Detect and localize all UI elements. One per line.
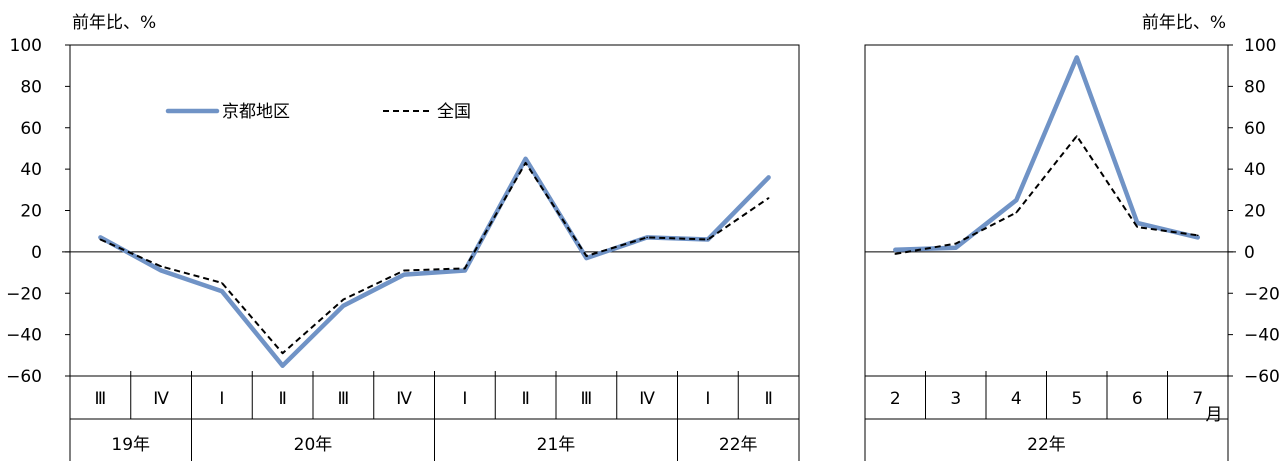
data-point — [281, 364, 284, 367]
x-tick-label: Ⅳ — [396, 389, 412, 409]
x-tick-label: 2 — [890, 389, 901, 409]
data-point — [767, 176, 770, 179]
data-point — [1015, 199, 1018, 201]
x-tick-label: 6 — [1132, 389, 1143, 409]
series-line-national — [99, 161, 770, 355]
data-point — [524, 162, 527, 164]
y-tick-label: 80 — [20, 77, 42, 97]
data-point — [1196, 236, 1199, 239]
data-point — [281, 352, 284, 355]
y-tick-label: 100 — [1244, 36, 1276, 56]
data-point — [1075, 56, 1078, 59]
x-tick-label: Ⅱ — [521, 389, 529, 409]
y-tick-label: −60 — [6, 367, 42, 387]
data-point — [1136, 222, 1139, 224]
data-point — [464, 267, 466, 270]
series-line-kyoto — [98, 156, 771, 368]
data-point — [160, 269, 162, 272]
y-tick-label: 40 — [1244, 160, 1266, 180]
x-tick-label: 7 — [1192, 389, 1203, 409]
year-group-label: 22年 — [719, 435, 758, 455]
data-point — [403, 269, 405, 272]
year-group-label: 21年 — [537, 435, 576, 455]
data-point — [646, 236, 648, 239]
data-point — [894, 253, 897, 255]
legend-label-national: 全国 — [437, 102, 471, 122]
data-point — [585, 257, 588, 259]
x-tick-label: Ⅱ — [764, 389, 772, 409]
data-point — [99, 236, 102, 239]
y-tick-label: −40 — [6, 326, 42, 346]
x-unit-label: 月 — [1206, 405, 1223, 425]
x-tick-label: Ⅳ — [639, 389, 655, 409]
data-point — [403, 273, 405, 276]
y-tick-label: −20 — [6, 284, 42, 304]
data-point — [954, 242, 957, 245]
y-tick-label: −40 — [1244, 326, 1280, 346]
y-tick-label: 0 — [31, 243, 42, 263]
y-tick-label: −60 — [1244, 367, 1280, 387]
data-point — [221, 282, 223, 284]
data-point — [524, 157, 527, 160]
y-tick-label: 40 — [20, 160, 42, 180]
y-axis-label: 前年比、% — [1142, 13, 1226, 33]
series-line-kyoto — [893, 55, 1201, 253]
data-point — [1015, 211, 1018, 214]
data-point — [894, 249, 897, 251]
data-point — [464, 269, 466, 272]
x-tick-label: Ⅲ — [95, 389, 107, 409]
y-axis-label: 前年比、% — [72, 13, 156, 33]
y-tick-label: 100 — [10, 36, 42, 56]
y-tick-label: 80 — [1244, 77, 1266, 97]
data-point — [221, 290, 223, 292]
y-tick-label: 60 — [1244, 119, 1266, 139]
x-tick-label: Ⅰ — [705, 389, 710, 409]
x-tick-label: Ⅳ — [153, 389, 169, 409]
y-tick-label: 20 — [1244, 202, 1266, 222]
plot-frame-1 — [864, 44, 1229, 377]
x-tick-label: 3 — [950, 389, 961, 409]
series-line-national — [895, 135, 1198, 255]
data-point — [585, 255, 588, 257]
data-point — [954, 246, 957, 249]
x-tick-label: Ⅲ — [581, 389, 593, 409]
y-tick-label: 0 — [1244, 243, 1255, 263]
y-tick-label: −20 — [1244, 284, 1280, 304]
data-point — [99, 238, 102, 241]
x-tick-label: Ⅱ — [278, 389, 286, 409]
data-point — [1075, 135, 1078, 137]
data-point — [160, 265, 162, 268]
x-tick-label: Ⅲ — [338, 389, 350, 409]
x-tick-label: 4 — [1011, 389, 1022, 409]
data-point — [767, 197, 770, 199]
year-group-label: 20年 — [294, 435, 333, 455]
data-point — [342, 304, 345, 307]
data-point — [707, 238, 709, 241]
y-tick-label: 20 — [20, 202, 42, 222]
data-point — [1196, 234, 1199, 237]
year-group-label: 19年 — [111, 435, 150, 455]
year-group-label: 22年 — [1027, 435, 1066, 455]
x-tick-label: Ⅰ — [462, 389, 467, 409]
data-point — [1136, 226, 1139, 228]
x-tick-label: 5 — [1071, 389, 1082, 409]
x-tick-label: Ⅰ — [219, 389, 224, 409]
legend-label-kyoto: 京都地区 — [222, 102, 290, 122]
y-tick-label: 60 — [20, 119, 42, 139]
plot-frame-0 — [69, 44, 800, 377]
data-point — [342, 298, 345, 301]
